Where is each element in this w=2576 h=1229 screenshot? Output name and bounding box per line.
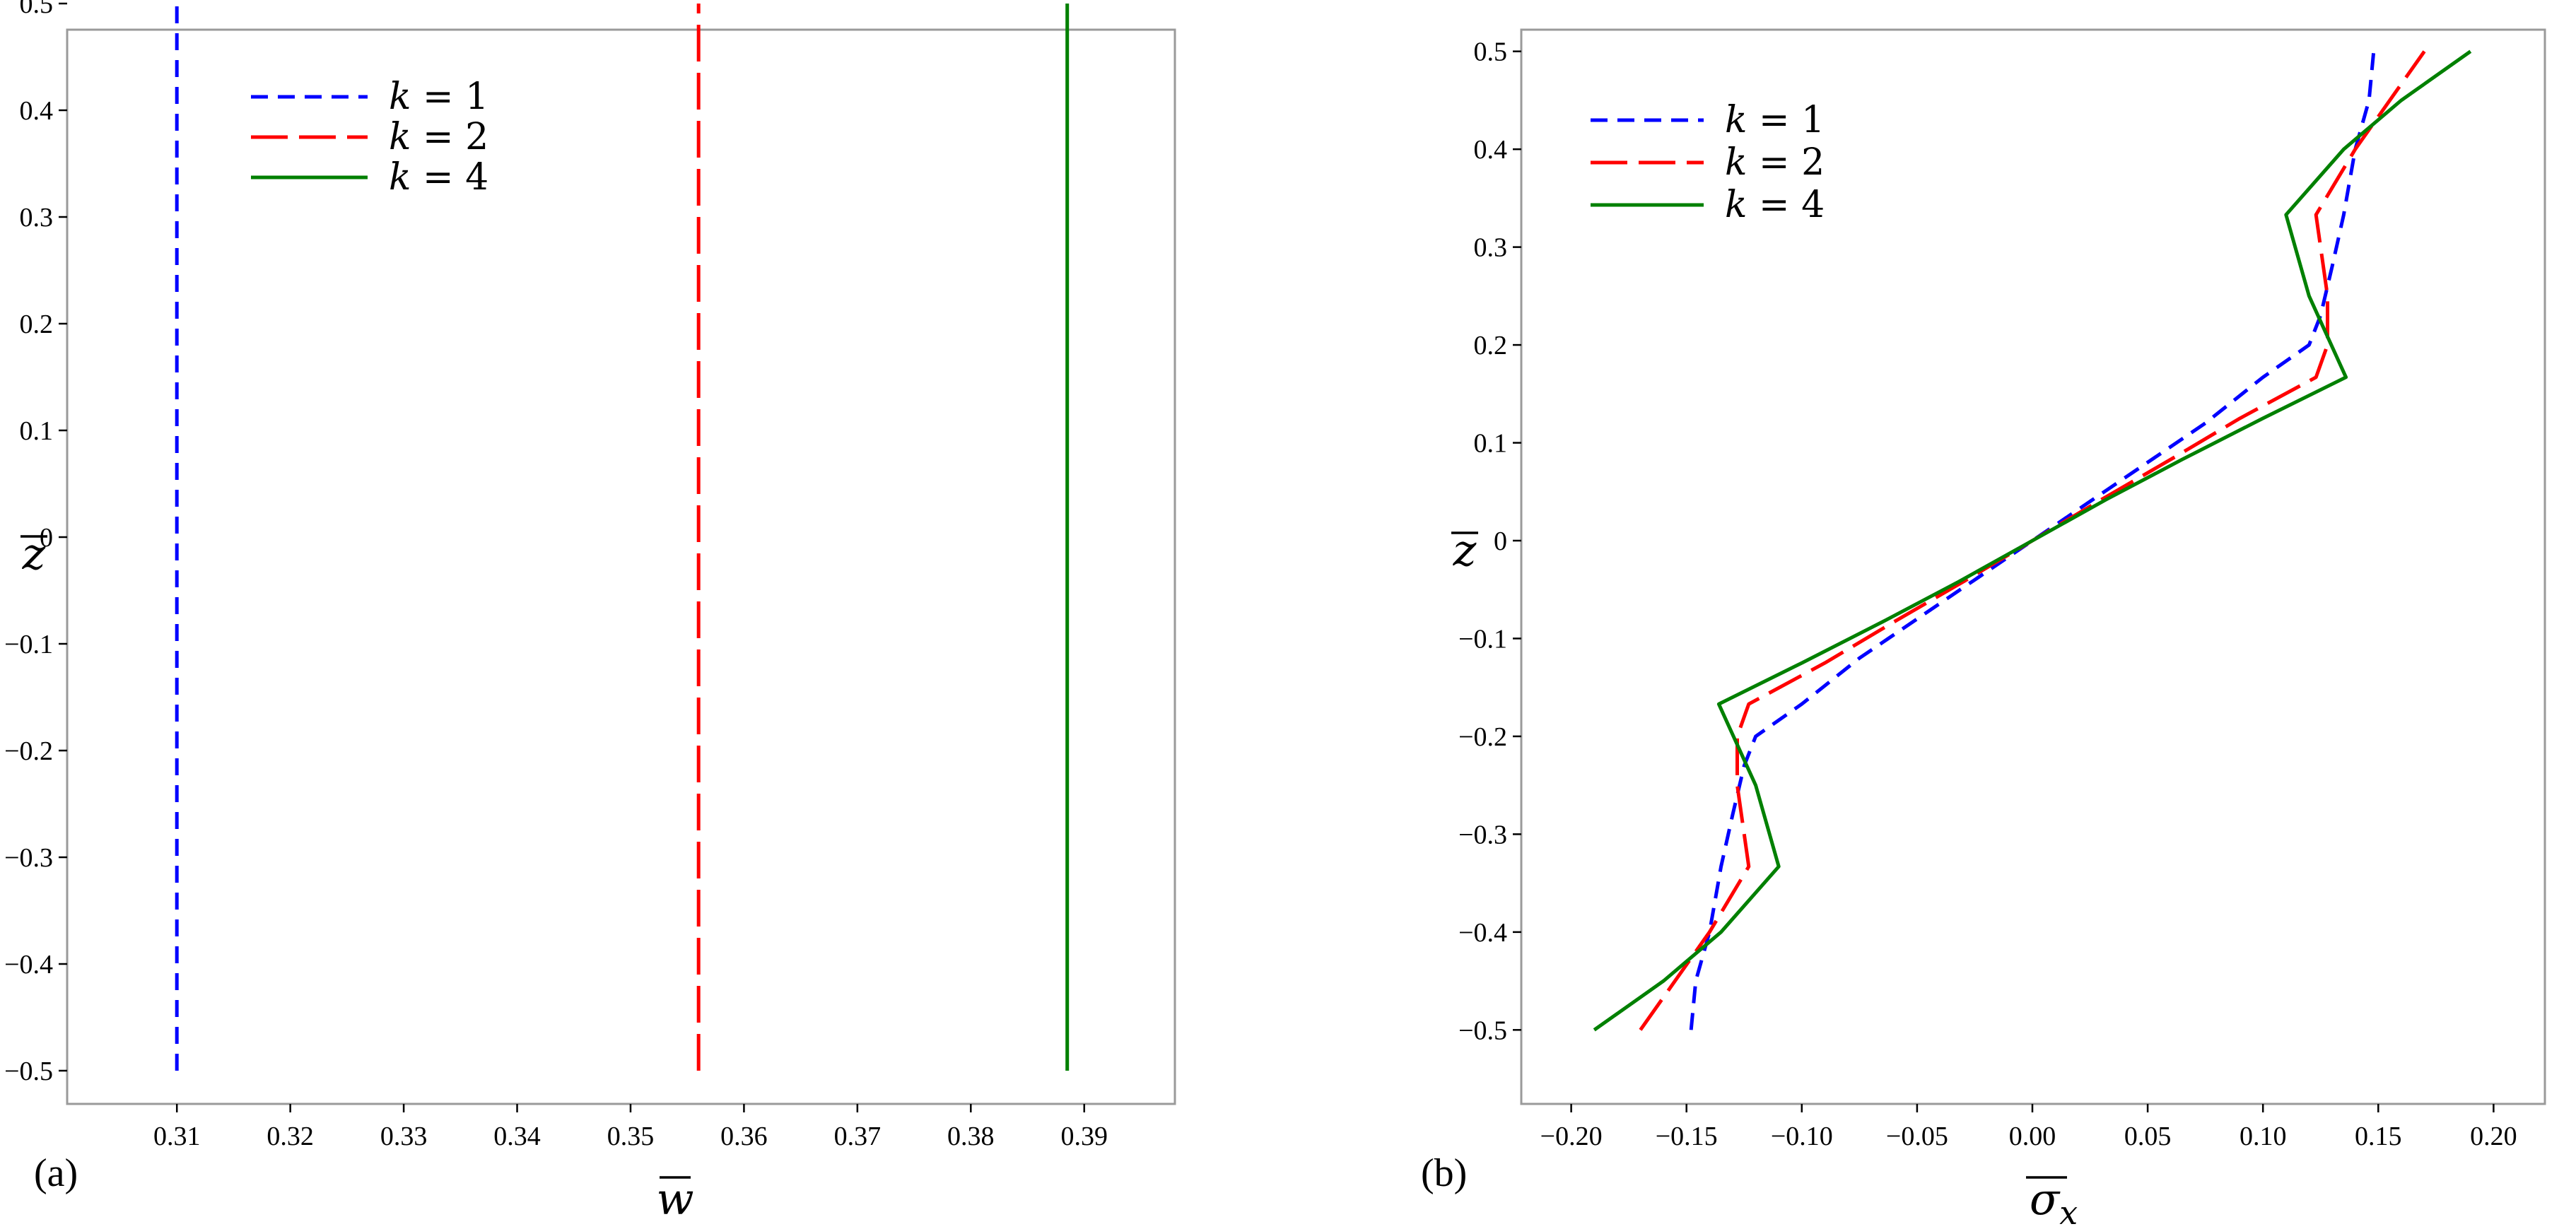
y-tick-label: 0.3 (1474, 233, 1508, 263)
panel-label: (a) (34, 1151, 78, 1195)
y-tick-label: 0.2 (20, 310, 54, 339)
plot-frame (66, 28, 1176, 1105)
panel-a: −0.5 −0.4 −0.3 −0.2 −0.1 0 0.1 0.2 0.3 0.4 0.5 0.31… (4, 0, 1176, 1225)
x-tick-label: 0.31 (153, 1122, 201, 1151)
legend-label: k = 2 (389, 116, 488, 158)
x-tick-label: 0.05 (2124, 1122, 2172, 1151)
y-tick-label: −0.2 (4, 736, 53, 766)
x-tick-label: −0.10 (1771, 1122, 1833, 1151)
plot-frame (1520, 28, 2546, 1105)
legend-label: k = 1 (389, 76, 488, 118)
y-tick-label: −0.5 (1458, 1016, 1507, 1045)
y-tick-label: 0.2 (1474, 331, 1508, 360)
series-line (1689, 51, 2376, 1030)
x-axis-label: σx (2030, 1173, 2078, 1229)
x-tick-label: 0.37 (834, 1122, 882, 1151)
x-tick-label: −0.15 (1656, 1122, 1718, 1151)
y-tick-label: −0.2 (1458, 722, 1507, 752)
panel-label: (b) (1421, 1151, 1467, 1195)
series-line (1593, 49, 2472, 1032)
x-tick-label: 0.00 (2009, 1122, 2056, 1151)
x-tick-label: 0.35 (607, 1122, 655, 1151)
y-tick-label: −0.3 (4, 843, 53, 873)
y-tick-label: 0.5 (1474, 37, 1508, 67)
x-tick-label: 0.33 (380, 1122, 428, 1151)
legend-label: k = 4 (1725, 184, 1825, 226)
y-tick-label: −0.4 (1458, 918, 1507, 948)
y-tick-label: −0.3 (1458, 820, 1507, 849)
x-axis-label: w (656, 1173, 693, 1225)
x-tick-label: 0.39 (1060, 1122, 1108, 1151)
legend-label: k = 4 (389, 156, 488, 199)
y-tick-label: 0 (40, 523, 53, 553)
y-tick-label: 0 (1494, 527, 1507, 556)
x-tick-label: 0.32 (267, 1122, 314, 1151)
y-tick-label: −0.1 (1458, 624, 1507, 654)
y-tick-label: 0.4 (1474, 135, 1508, 165)
y-tick-label: 0.5 (20, 0, 54, 19)
x-tick-label: 0.15 (2355, 1122, 2402, 1151)
legend-label: k = 2 (1725, 141, 1825, 184)
y-tick-label: 0.4 (20, 96, 54, 126)
x-tick-label: 0.34 (493, 1122, 541, 1151)
y-tick-label: −0.1 (4, 630, 53, 659)
y-tick-label: −0.5 (4, 1057, 53, 1086)
y-tick-label: −0.4 (4, 950, 53, 980)
x-tick-label: 0.38 (947, 1122, 995, 1151)
panel-b: −0.5−0.4−0.3−0.2−0.100.10.20.30.40.5−0.2… (1421, 28, 2546, 1229)
legend-label: k = 1 (1725, 99, 1825, 141)
x-tick-label: −0.05 (1886, 1122, 1948, 1151)
x-tick-label: 0.20 (2470, 1122, 2517, 1151)
y-tick-label: 0.1 (1474, 429, 1508, 459)
x-tick-label: 0.10 (2240, 1122, 2287, 1151)
y-tick-label: 0.1 (20, 416, 54, 446)
x-tick-label: 0.36 (720, 1122, 768, 1151)
x-tick-label: −0.20 (1540, 1122, 1603, 1151)
y-tick-label: 0.3 (20, 203, 54, 233)
